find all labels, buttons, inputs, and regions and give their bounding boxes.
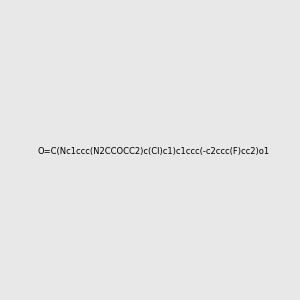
Text: O=C(Nc1ccc(N2CCOCC2)c(Cl)c1)c1ccc(-c2ccc(F)cc2)o1: O=C(Nc1ccc(N2CCOCC2)c(Cl)c1)c1ccc(-c2ccc… xyxy=(38,147,270,156)
